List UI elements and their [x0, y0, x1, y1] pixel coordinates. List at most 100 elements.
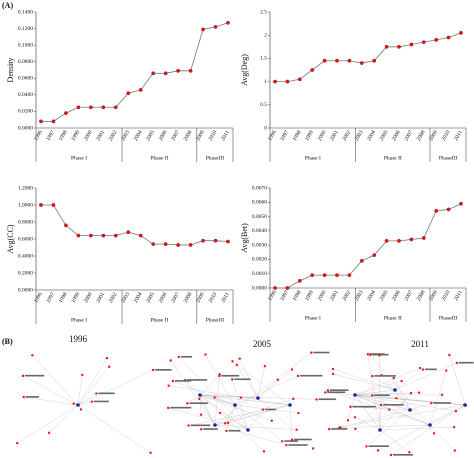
- x-tick-label: 2011: [220, 291, 231, 304]
- network-edge: [32, 355, 79, 406]
- network-hub: [256, 396, 260, 400]
- x-tick-label: 2004: [133, 129, 144, 142]
- network-node: [448, 353, 451, 357]
- network-node: [371, 394, 374, 397]
- data-point: [397, 44, 401, 49]
- network-edge: [199, 394, 265, 452]
- network-edge: [429, 424, 455, 451]
- network-node: [47, 431, 51, 435]
- node-label: [170, 406, 192, 409]
- x-tick-label: 2004: [133, 291, 144, 304]
- network-edge: [168, 407, 249, 431]
- network-title: 2005: [253, 339, 272, 349]
- network-hub: [353, 393, 357, 397]
- x-tick-label: 1999: [304, 289, 315, 302]
- network-edge: [234, 375, 299, 406]
- network-edge: [168, 385, 291, 406]
- node-label: [288, 444, 308, 446]
- y-tick-label: 0.1000: [18, 42, 33, 48]
- data-point: [51, 203, 56, 207]
- y-tick-label: 0.0200: [18, 109, 33, 115]
- x-tick-label: 2008: [183, 129, 194, 142]
- node-label: [372, 353, 389, 356]
- network-node: [200, 428, 203, 431]
- network-edge: [340, 409, 411, 428]
- network-edge: [409, 403, 432, 411]
- node-label: [329, 389, 349, 391]
- y-tick-label: 0.0000: [252, 285, 267, 291]
- network-edge: [354, 394, 431, 426]
- data-point: [188, 68, 193, 73]
- y-tick-label: 0.4000: [18, 253, 33, 259]
- data-point: [372, 253, 377, 257]
- y-tick-label: 0.6000: [18, 236, 33, 242]
- y-tick-label: 0.8000: [18, 219, 33, 225]
- x-tick-label: 2010: [441, 289, 452, 302]
- y-axis-label: Density: [6, 58, 15, 83]
- network-node: [349, 405, 352, 409]
- series-line: [275, 203, 462, 289]
- node-label: [174, 380, 192, 382]
- network-edge: [187, 394, 201, 404]
- network-node: [331, 367, 335, 371]
- network-node: [311, 447, 315, 450]
- network-edge: [354, 417, 381, 431]
- network-title: 2011: [411, 339, 429, 349]
- network-edge: [205, 354, 249, 431]
- network-edge: [354, 392, 420, 396]
- network-edge: [379, 355, 381, 431]
- data-point: [384, 239, 389, 243]
- x-tick-label: 1998: [58, 291, 69, 304]
- network-edge: [226, 404, 236, 431]
- x-tick-label: 2002: [342, 129, 353, 142]
- network-edge: [367, 354, 381, 431]
- network-node: [297, 411, 300, 415]
- network-edge: [354, 380, 402, 396]
- y-tick-label: 0.0070: [252, 185, 267, 191]
- data-point: [347, 58, 352, 63]
- network-edge: [354, 394, 456, 412]
- x-tick-label: 2011: [453, 129, 464, 142]
- data-point: [273, 79, 277, 84]
- network-edge: [199, 394, 259, 399]
- x-tick-label: 2003: [120, 129, 131, 142]
- data-point: [409, 42, 414, 47]
- data-point: [213, 25, 218, 29]
- data-point: [310, 68, 315, 72]
- phase-label: Phase I: [305, 315, 321, 321]
- y-tick-label: 1: [264, 79, 267, 85]
- x-tick-label: 2009: [195, 129, 206, 142]
- data-point: [151, 71, 156, 76]
- y-tick-label: 0.1400: [18, 9, 33, 15]
- network-edge: [394, 362, 457, 391]
- network-edge: [178, 356, 249, 431]
- x-tick-label: 2010: [441, 129, 452, 142]
- network-node: [262, 450, 266, 453]
- x-tick-label: 2007: [170, 291, 181, 304]
- panel-label: (A): [2, 1, 13, 10]
- data-point: [359, 259, 364, 263]
- network-edge: [219, 412, 249, 431]
- y-axis-label: Avg(Deg): [240, 54, 249, 86]
- panel-label: (B): [2, 337, 13, 346]
- data-point: [359, 61, 364, 65]
- y-tick-label: 0.0600: [18, 76, 33, 82]
- network-node: [315, 398, 318, 401]
- x-tick-label: 2006: [391, 129, 402, 142]
- data-point: [176, 243, 180, 247]
- network-node: [346, 419, 350, 422]
- network-node: [418, 366, 422, 370]
- network-edge: [329, 404, 466, 430]
- y-tick-label: 0.2000: [18, 270, 33, 276]
- x-tick-label: 2003: [120, 291, 131, 304]
- network-node: [310, 351, 313, 354]
- network-node: [177, 355, 180, 359]
- network-edge: [390, 404, 466, 456]
- network-node: [167, 384, 170, 387]
- x-tick-label: 2002: [108, 129, 119, 142]
- network-edge: [199, 394, 272, 421]
- network-node: [369, 353, 372, 357]
- data-point: [176, 68, 180, 73]
- network-edge: [379, 426, 455, 431]
